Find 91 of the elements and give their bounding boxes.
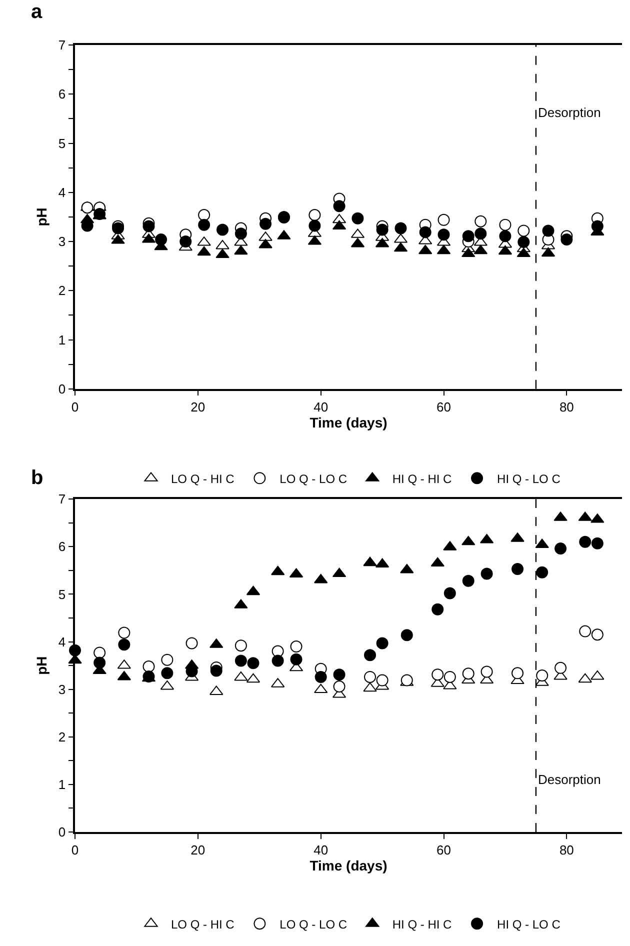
y-tick-label: 2 xyxy=(58,729,66,744)
legend-label: HI Q - LO C xyxy=(497,472,561,486)
ref-line-label: Desorption xyxy=(538,105,601,120)
point xyxy=(400,629,413,642)
x-tick-label: 0 xyxy=(71,842,79,858)
point xyxy=(432,668,444,681)
point xyxy=(579,536,592,548)
point xyxy=(210,664,222,677)
point xyxy=(290,640,302,653)
y-tick-label: 3 xyxy=(58,682,66,697)
point xyxy=(480,666,493,678)
y-tick-label: 1 xyxy=(58,776,66,792)
point xyxy=(536,566,548,578)
point xyxy=(364,670,376,683)
x-tick-label: 80 xyxy=(559,399,574,414)
point xyxy=(444,587,456,600)
point xyxy=(94,646,106,659)
y-tick-label: 2 xyxy=(58,283,66,298)
point xyxy=(333,668,346,681)
point xyxy=(554,542,567,555)
point xyxy=(142,660,155,672)
point xyxy=(512,563,524,576)
y-tick-label: 7 xyxy=(58,492,66,507)
point xyxy=(578,673,592,683)
y-tick-label: 0 xyxy=(58,381,66,396)
x-axis-title: Time (days) xyxy=(310,857,388,874)
point xyxy=(579,625,592,638)
point xyxy=(591,537,604,550)
point xyxy=(591,628,604,641)
point xyxy=(376,637,388,650)
y-tick-label: 3 xyxy=(58,234,66,250)
point xyxy=(247,657,260,670)
point xyxy=(444,670,456,683)
y-tick-label: 5 xyxy=(58,586,66,602)
point xyxy=(234,671,248,681)
point xyxy=(400,564,414,574)
point xyxy=(234,654,247,667)
y-axis-title: pH xyxy=(34,208,50,226)
legend-label: LO Q - LO C xyxy=(280,472,348,486)
legend-label: LO Q - HI C xyxy=(171,472,235,486)
legend-label: HI Q - HI C xyxy=(392,917,452,932)
y-tick-label: 4 xyxy=(58,184,66,200)
point xyxy=(376,674,388,686)
x-axis-title: Time (days) xyxy=(310,414,388,430)
legend-label: HI Q - HI C xyxy=(392,472,452,486)
x-tick-label: 20 xyxy=(190,842,206,858)
x-tick-label: 20 xyxy=(190,399,206,414)
y-tick-label: 6 xyxy=(58,539,66,554)
x-tick-label: 60 xyxy=(436,399,451,414)
point xyxy=(161,654,174,666)
y-tick-label: 5 xyxy=(58,136,66,151)
point xyxy=(94,656,106,669)
point xyxy=(512,667,524,680)
y-tick-label: 7 xyxy=(58,38,66,53)
chart-title: a xyxy=(31,1,43,23)
point xyxy=(430,557,444,567)
point xyxy=(590,670,604,680)
point xyxy=(363,682,377,692)
point xyxy=(234,640,247,652)
point xyxy=(554,662,567,674)
x-tick-label: 80 xyxy=(559,842,574,858)
point xyxy=(364,649,376,662)
point xyxy=(161,667,174,680)
point xyxy=(118,638,130,651)
y-tick-label: 0 xyxy=(58,824,66,840)
legend-label: LO Q - HI C xyxy=(171,917,235,932)
x-tick-label: 40 xyxy=(314,399,328,414)
point xyxy=(363,556,377,566)
point xyxy=(118,626,130,639)
x-tick-label: 0 xyxy=(71,399,79,414)
ref-line-label: Desorption xyxy=(538,772,601,787)
y-tick-label: 1 xyxy=(58,332,66,348)
y-tick-label: 4 xyxy=(58,634,66,650)
legend-label: LO Q - LO C xyxy=(280,917,348,932)
point xyxy=(480,568,493,580)
point xyxy=(333,680,346,692)
x-tick-label: 60 xyxy=(436,842,451,858)
x-tick-label: 40 xyxy=(314,842,328,858)
point xyxy=(314,670,327,683)
point xyxy=(462,536,476,546)
point xyxy=(290,653,302,666)
point xyxy=(462,668,474,680)
y-axis-title: pH xyxy=(34,656,50,675)
point xyxy=(272,654,284,667)
point xyxy=(432,603,444,616)
y-tick-label: 6 xyxy=(58,86,66,102)
chart-title: b xyxy=(31,467,44,489)
legend-label: HI Q - LO C xyxy=(497,917,561,932)
point xyxy=(186,637,198,650)
point xyxy=(462,574,474,587)
point xyxy=(536,670,548,682)
